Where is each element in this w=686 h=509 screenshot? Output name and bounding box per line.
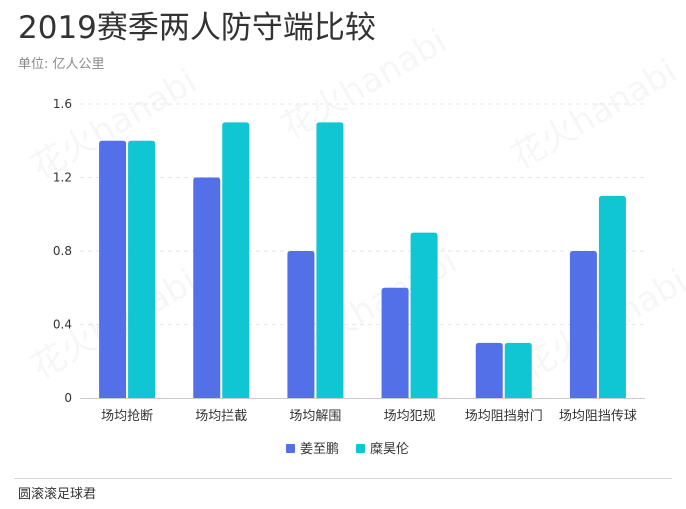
bars	[99, 122, 626, 398]
bar-2-6	[598, 195, 626, 398]
chart-title: 2019赛季两人防守端比较	[18, 10, 376, 46]
bar-2-3	[316, 122, 344, 398]
bar-2-1	[128, 140, 156, 398]
y-tick-label: 0.4	[53, 318, 72, 332]
bar-2-5	[504, 342, 532, 398]
y-tick-label: 0.8	[53, 244, 72, 258]
legend-swatch-2[interactable]	[356, 444, 365, 453]
legend-label-1[interactable]: 姜至鹏	[300, 442, 339, 457]
legend-swatch-1[interactable]	[286, 444, 295, 453]
bar-1-3	[287, 251, 315, 398]
bar-1-4	[381, 287, 409, 398]
bar-2-4	[410, 232, 438, 398]
footer-divider	[14, 478, 672, 479]
x-tick-label: 场均拦截	[195, 409, 247, 424]
x-tick-label: 场均解围	[289, 409, 341, 424]
y-axis-ticks: 0 0.4 0.8 1.2 1.6	[53, 97, 72, 405]
bar-2-2	[222, 122, 250, 398]
x-tick-label: 场均阻挡射门	[465, 408, 543, 424]
legend: 姜至鹏 糜昊伦	[286, 441, 409, 457]
grid-lines	[80, 103, 645, 325]
svg-text:花火hanabi: 花火hanabi	[275, 21, 454, 148]
footer-source: 圆滚滚足球君	[18, 487, 97, 502]
x-tick-label: 场均抢断	[101, 408, 153, 424]
x-tick-label: 场均犯规	[384, 409, 436, 424]
bar-1-6	[569, 251, 597, 398]
bar-1-1	[99, 140, 127, 398]
x-axis-ticks: 场均抢断 场均拦截 场均解围 场均犯规 场均阻挡射门 场均阻挡传球	[101, 408, 637, 424]
svg-text:花火hanabi: 花火hanabi	[505, 51, 684, 178]
y-tick-label: 1.6	[53, 97, 72, 111]
legend-label-2[interactable]: 糜昊伦	[370, 441, 409, 457]
x-tick-label: 场均阻挡传球	[559, 409, 637, 424]
chart-subtitle: 单位: 亿人公里	[18, 57, 105, 72]
bar-1-5	[475, 342, 503, 398]
y-tick-label: 0	[64, 391, 72, 405]
bar-1-2	[193, 177, 221, 398]
y-tick-label: 1.2	[53, 171, 72, 185]
